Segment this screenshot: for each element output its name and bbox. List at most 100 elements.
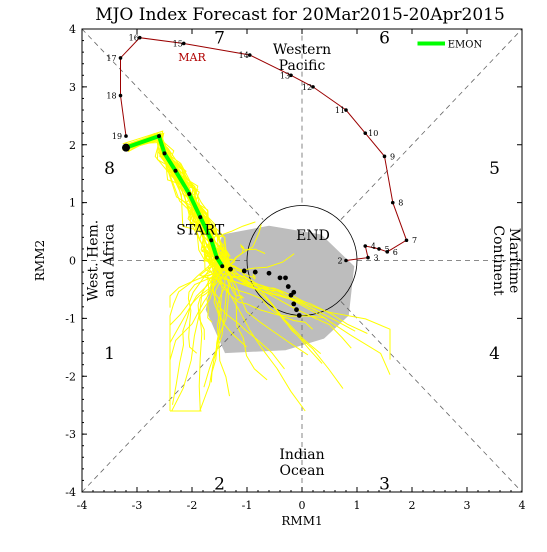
observed-day-label: 9 <box>390 152 395 161</box>
observed-day-label: 4 <box>371 242 376 251</box>
observed-day-point <box>118 56 123 60</box>
observed-day-label: 7 <box>412 236 417 245</box>
observed-day-point <box>311 85 315 89</box>
observed-day-point <box>366 255 370 260</box>
observed-day-point <box>363 131 368 135</box>
ensemble-mean-point <box>187 191 192 196</box>
observed-day-label: 15 <box>173 39 183 48</box>
x-tick-label: 4 <box>519 499 526 512</box>
phase-number-label: 6 <box>379 29 390 49</box>
region-label-western-pacific: Western <box>273 42 331 58</box>
observed-day-label: 17 <box>106 54 116 63</box>
observed-day-label: 12 <box>302 83 312 92</box>
ensemble-mean-point <box>198 215 203 220</box>
forecast-dot <box>294 307 299 313</box>
observed-day-label: 11 <box>335 106 345 115</box>
observed-day-point <box>124 134 128 138</box>
phase-number-label: 7 <box>214 29 225 49</box>
forecast-dot <box>291 289 297 295</box>
forecast-dot <box>252 269 258 275</box>
observed-day-point <box>382 154 387 159</box>
observed-day-point <box>289 73 293 78</box>
observed-day-point <box>377 247 381 251</box>
y-tick-label: 2 <box>69 139 76 152</box>
phase-divider-line <box>340 301 523 493</box>
x-tick-label: 1 <box>354 499 361 512</box>
x-tick-label: -2 <box>187 499 198 512</box>
observed-day-point <box>181 41 186 46</box>
chart-title: MJO Index Forecast for 20Mar2015-20Apr20… <box>95 5 505 25</box>
forecast-dot <box>283 275 288 281</box>
forecast-dot <box>277 275 283 281</box>
observed-day-label: 16 <box>129 34 139 43</box>
x-tick-label: 3 <box>464 499 471 512</box>
phase-number-label: 3 <box>379 474 390 494</box>
phase-divider-line <box>81 28 264 220</box>
observed-day-point <box>385 250 390 254</box>
ensemble-mean-point <box>122 143 130 152</box>
observed-day-label: 8 <box>398 199 403 208</box>
region-label-west-hem: and Africa <box>101 224 117 297</box>
observed-day-label: 3 <box>373 254 378 263</box>
month-label: MAR <box>178 51 206 64</box>
observed-day-label: 18 <box>106 92 116 101</box>
x-axis-label: RMM1 <box>281 514 322 528</box>
phase-divider-line <box>340 28 523 220</box>
phase-number-label: 1 <box>104 344 115 364</box>
legend-label: EMON <box>448 39 483 50</box>
forecast-dot <box>266 270 272 276</box>
observed-day-label: 14 <box>239 51 249 60</box>
ensemble-member-line <box>125 134 295 273</box>
x-tick-label: 0 <box>299 499 306 512</box>
region-label-west-hem: West. Hem. <box>85 220 101 301</box>
phase-number-label: 5 <box>489 159 500 179</box>
observed-day-point <box>404 238 409 243</box>
region-label-western-pacific: Pacific <box>279 58 326 74</box>
y-tick-label: 1 <box>69 197 76 210</box>
phase-number-label: 2 <box>214 474 225 494</box>
observed-day-label: 6 <box>393 248 398 257</box>
observed-day-point <box>118 93 123 98</box>
ensemble-mean-point <box>220 264 225 269</box>
x-tick-label: -3 <box>132 499 143 512</box>
y-tick-label: 4 <box>69 23 76 36</box>
y-tick-label: -2 <box>65 370 76 383</box>
ensemble-mean-point <box>209 238 214 243</box>
y-tick-label: -1 <box>65 312 76 325</box>
ensemble-spread-shade <box>205 225 355 354</box>
phase-divider-line <box>81 301 264 493</box>
x-tick-label: -4 <box>77 499 88 512</box>
x-tick-label: -1 <box>242 499 253 512</box>
y-tick-label: -3 <box>65 428 76 441</box>
y-axis-label: RMM2 <box>33 240 47 281</box>
y-tick-label: 0 <box>69 255 76 268</box>
ensemble-mean-point <box>173 168 178 173</box>
forecast-dot <box>228 266 233 272</box>
end-label: END <box>296 228 330 244</box>
observed-day-label: 13 <box>280 71 290 80</box>
observed-day-label: 10 <box>368 129 378 138</box>
region-label-indian-ocean: Indian <box>279 447 324 463</box>
observed-day-point <box>363 244 368 248</box>
ensemble-mean-point <box>162 151 167 156</box>
y-tick-label: 3 <box>69 81 76 94</box>
y-tick-label: -4 <box>65 486 76 499</box>
observed-day-label: 2 <box>337 257 342 266</box>
phase-number-label: 8 <box>104 159 115 179</box>
observed-day-point <box>344 108 348 112</box>
start-label: START <box>176 222 225 238</box>
forecast-dot <box>241 268 247 274</box>
ensemble-member-line <box>128 141 306 412</box>
observed-trajectory-line <box>120 37 408 261</box>
observed-day-point <box>137 35 142 40</box>
observed-day-point <box>390 200 395 205</box>
forecast-dot <box>285 284 291 289</box>
observed-day-point <box>344 258 348 263</box>
forecast-dot <box>291 301 297 307</box>
observed-day-label: 5 <box>384 245 389 254</box>
observed-day-label: 19 <box>112 132 122 141</box>
observed-day-point <box>247 53 252 57</box>
region-label-maritime-continent: Continent <box>490 225 506 296</box>
